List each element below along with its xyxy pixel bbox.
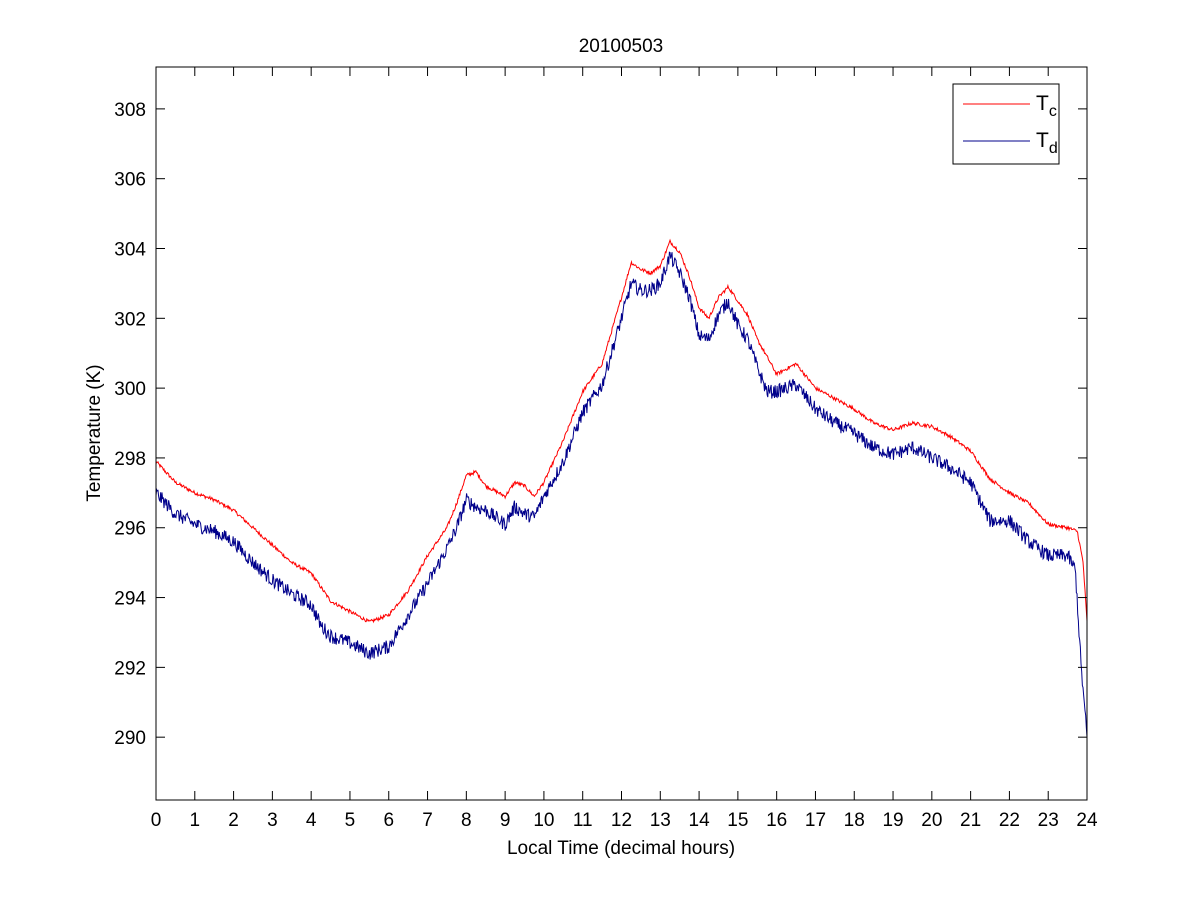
y-tick-label: 300 — [114, 379, 146, 400]
x-tick-label: 22 — [999, 810, 1020, 831]
plot-area — [155, 66, 1088, 801]
legend-entry-tc: Tc — [1036, 92, 1057, 120]
x-tick-label: 20 — [921, 810, 942, 831]
x-tick-label: 12 — [611, 810, 632, 831]
x-tick-label: 17 — [805, 810, 826, 831]
legend-box — [952, 83, 1060, 165]
x-tick-label: 8 — [461, 810, 472, 831]
x-tick-label: 13 — [650, 810, 671, 831]
chart-title: 20100503 — [579, 36, 664, 57]
y-tick-label: 308 — [114, 100, 146, 121]
axes-box — [155, 66, 1088, 801]
x-tick-label: 3 — [267, 810, 278, 831]
y-tick-label: 302 — [114, 309, 146, 330]
legend-entry-td: Td — [1036, 129, 1058, 157]
x-tick-label: 6 — [383, 810, 394, 831]
y-tick-label: 296 — [114, 519, 146, 540]
x-tick-label: 16 — [766, 810, 787, 831]
legend: Tc Td — [952, 83, 1060, 165]
series-line-tc — [156, 238, 1087, 624]
y-tick-label: 290 — [114, 728, 146, 749]
x-tick-label: 1 — [190, 810, 201, 831]
y-tick-label: 298 — [114, 449, 146, 470]
x-tick-label: 19 — [882, 810, 903, 831]
x-tick-label: 5 — [345, 810, 356, 831]
series-layer — [156, 238, 1087, 738]
axes-background — [156, 67, 1087, 800]
x-tick-label: 23 — [1038, 810, 1059, 831]
x-tick-label: 21 — [960, 810, 981, 831]
series-line-td — [156, 251, 1087, 738]
x-tick-label: 2 — [228, 810, 239, 831]
y-tick-label: 294 — [114, 589, 146, 610]
x-tick-label: 18 — [844, 810, 865, 831]
y-tick-labels: 290 292 294 296 298 300 302 304 306 308 — [114, 100, 146, 749]
x-tick-label: 24 — [1076, 810, 1098, 831]
y-tick-label: 306 — [114, 170, 146, 191]
x-tick-label: 11 — [573, 810, 593, 831]
x-tick-labels: 0 1 2 3 4 5 6 7 8 9 10 11 12 13 14 15 16 17 18 19 20 21 22 23 24 — [151, 810, 1098, 831]
x-tick-label: 9 — [500, 810, 511, 831]
y-tick-label: 304 — [114, 240, 146, 261]
x-tick-label: 0 — [151, 810, 162, 831]
x-tick-label: 14 — [689, 810, 711, 831]
x-tick-label: 4 — [306, 810, 317, 831]
y-axis-label: Temperature (K) — [84, 364, 105, 501]
x-tick-label: 15 — [727, 810, 748, 831]
x-tick-label: 10 — [533, 810, 554, 831]
y-tick-label: 292 — [114, 658, 146, 679]
x-axis-label: Local Time (decimal hours) — [507, 838, 735, 859]
x-tick-label: 7 — [422, 810, 433, 831]
